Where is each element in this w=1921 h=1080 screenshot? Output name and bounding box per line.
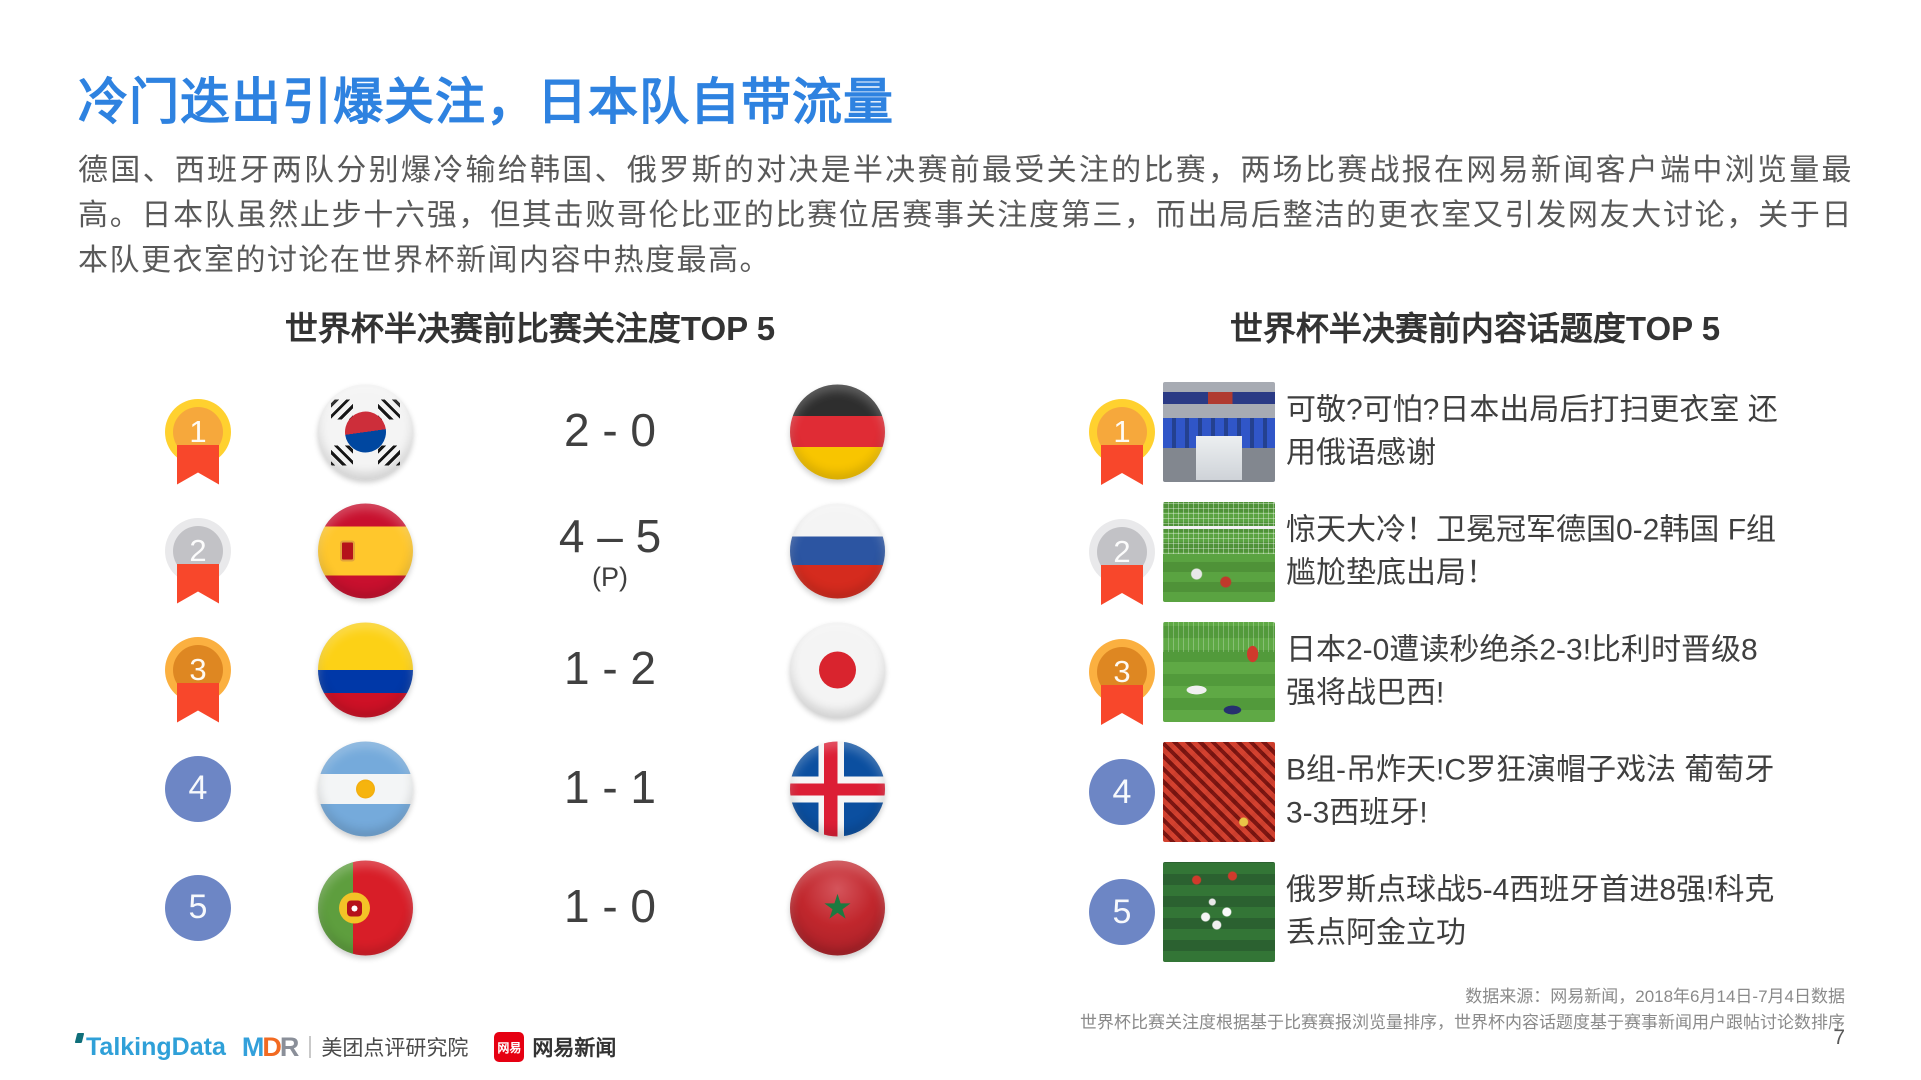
match-row: 5 1 - 0 bbox=[140, 848, 920, 967]
news-headline: 可敬?可怕?日本出局后打扫更衣室 还 用俄语感谢 bbox=[1286, 393, 1778, 469]
match-attention-list: 1 2 - 0 2 4 – 5 (P) 3 1 - 2 4 1 - 1 5 1 bbox=[140, 372, 920, 967]
news-thumbnail bbox=[1163, 622, 1275, 722]
home-team-flag-icon bbox=[318, 384, 413, 479]
netease-badge-icon: 网易 bbox=[494, 1032, 525, 1062]
topic-heat-list: 1 可敬?可怕?日本出局后打扫更衣室 还 用俄语感谢 2 惊天大冷！卫冕冠军德国… bbox=[1089, 372, 1880, 972]
footer-logos: TalkingData MDR 美团点评研究院 网易 网易新闻 bbox=[74, 1030, 616, 1064]
rank-medal: 2 bbox=[173, 525, 223, 576]
mdr-logo: MDR bbox=[241, 1031, 299, 1062]
away-team-flag-icon bbox=[790, 622, 885, 717]
score-note: (P) bbox=[592, 561, 628, 592]
news-thumbnail bbox=[1163, 862, 1275, 962]
match-row: 2 4 – 5 (P) bbox=[140, 491, 920, 610]
rank-medal: 5 bbox=[165, 874, 231, 941]
rank-number: 4 bbox=[188, 769, 208, 807]
news-thumbnail bbox=[1163, 742, 1275, 842]
page-title: 冷门迭出引爆关注，日本队自带流量 bbox=[78, 74, 894, 130]
match-score: 2 - 0 bbox=[520, 403, 700, 461]
match-score: 1 - 1 bbox=[520, 760, 700, 818]
rank-number: 5 bbox=[188, 888, 208, 926]
topic-row: 1 可敬?可怕?日本出局后打扫更衣室 还 用俄语感谢 bbox=[1090, 372, 1880, 492]
talkingdata-tick-icon bbox=[74, 1032, 85, 1043]
rank-medal: 3 bbox=[173, 644, 223, 695]
rank-medal: 1 bbox=[173, 406, 223, 457]
rank-number: 1 bbox=[1113, 414, 1131, 449]
logo-divider bbox=[309, 1036, 312, 1058]
score-note bbox=[520, 933, 700, 937]
score-note bbox=[520, 695, 700, 699]
rank-number: 2 bbox=[189, 532, 207, 568]
match-row: 1 2 - 0 bbox=[140, 372, 920, 491]
topic-row: 3 日本2-0遭读秒绝杀2-3!比利时晋级8 强将战巴西! bbox=[1090, 612, 1880, 732]
away-team-flag-icon bbox=[790, 860, 885, 955]
rank-number: 2 bbox=[1113, 534, 1131, 569]
intro-paragraph: 德国、西班牙两队分别爆冷输给韩国、俄罗斯的对决是半决赛前最受关注的比赛，两场比赛… bbox=[78, 154, 1853, 277]
data-source-line2: 世界杯比赛关注度根据基于比赛赛报浏览量排序，世界杯内容话题度基于赛事新闻用户跟帖… bbox=[1080, 1012, 1845, 1032]
match-row: 3 1 - 2 bbox=[140, 610, 920, 729]
rank-medal: 1 bbox=[1097, 407, 1147, 457]
rank-number: 5 bbox=[1112, 892, 1132, 931]
news-headline: B组-吊炸天!C罗狂演帽子戏法 葡萄牙 3-3西班牙! bbox=[1286, 753, 1775, 829]
home-team-flag-icon bbox=[318, 622, 413, 717]
news-headline: 惊天大冷！卫冕冠军德国0-2韩国 F组 尴尬垫底出局！ bbox=[1286, 513, 1777, 589]
match-section-title: 世界杯半决赛前比赛关注度TOP 5 bbox=[284, 310, 776, 347]
talkingdata-logo: TalkingData bbox=[74, 1032, 226, 1062]
rank-medal: 3 bbox=[1097, 647, 1147, 697]
match-row: 4 1 - 1 bbox=[140, 729, 920, 848]
data-source-line1: 数据来源：网易新闻，2018年6月14日-7月4日数据 bbox=[1465, 987, 1845, 1006]
home-team-flag-icon bbox=[318, 503, 413, 598]
topic-row: 5 俄罗斯点球战5-4西班牙首进8强!科克 丢点阿金立功 bbox=[1089, 852, 1880, 972]
rank-number: 3 bbox=[1113, 654, 1131, 689]
news-thumbnail bbox=[1163, 382, 1275, 482]
score-note bbox=[520, 457, 700, 461]
score-note bbox=[520, 814, 700, 818]
away-team-flag-icon bbox=[790, 741, 885, 836]
home-team-flag-icon bbox=[318, 860, 413, 955]
rank-medal: 4 bbox=[1089, 759, 1155, 825]
topic-section-title: 世界杯半决赛前内容话题度TOP 5 bbox=[1229, 310, 1721, 347]
meituan-dianping-label: 美团点评研究院 bbox=[321, 1037, 469, 1060]
match-score: 4 – 5 (P) bbox=[520, 509, 700, 593]
news-headline: 日本2-0遭读秒绝杀2-3!比利时晋级8 强将战巴西! bbox=[1286, 633, 1758, 709]
topic-row: 4 B组-吊炸天!C罗狂演帽子戏法 葡萄牙 3-3西班牙! bbox=[1089, 732, 1880, 852]
away-team-flag-icon bbox=[790, 384, 885, 479]
rank-number: 1 bbox=[189, 413, 207, 449]
netease-logo: 网易 网易新闻 bbox=[494, 1032, 616, 1062]
rank-medal: 4 bbox=[165, 755, 231, 822]
page-number: 7 bbox=[1833, 1026, 1845, 1049]
rank-number: 3 bbox=[189, 651, 207, 687]
rank-medal: 2 bbox=[1097, 527, 1147, 577]
topic-row: 2 惊天大冷！卫冕冠军德国0-2韩国 F组 尴尬垫底出局！ bbox=[1090, 492, 1880, 612]
news-thumbnail bbox=[1163, 502, 1275, 602]
match-score: 1 - 2 bbox=[520, 641, 700, 699]
rank-number: 4 bbox=[1112, 772, 1132, 811]
away-team-flag-icon bbox=[790, 503, 885, 598]
data-source-note: 数据来源：网易新闻，2018年6月14日-7月4日数据 世界杯比赛关注度根据基于… bbox=[1080, 984, 1845, 1035]
rank-medal: 5 bbox=[1089, 879, 1155, 945]
news-headline: 俄罗斯点球战5-4西班牙首进8强!科克 丢点阿金立功 bbox=[1286, 873, 1775, 949]
home-team-flag-icon bbox=[318, 741, 413, 836]
match-score: 1 - 0 bbox=[520, 879, 700, 937]
netease-news-label: 网易新闻 bbox=[532, 1037, 617, 1060]
